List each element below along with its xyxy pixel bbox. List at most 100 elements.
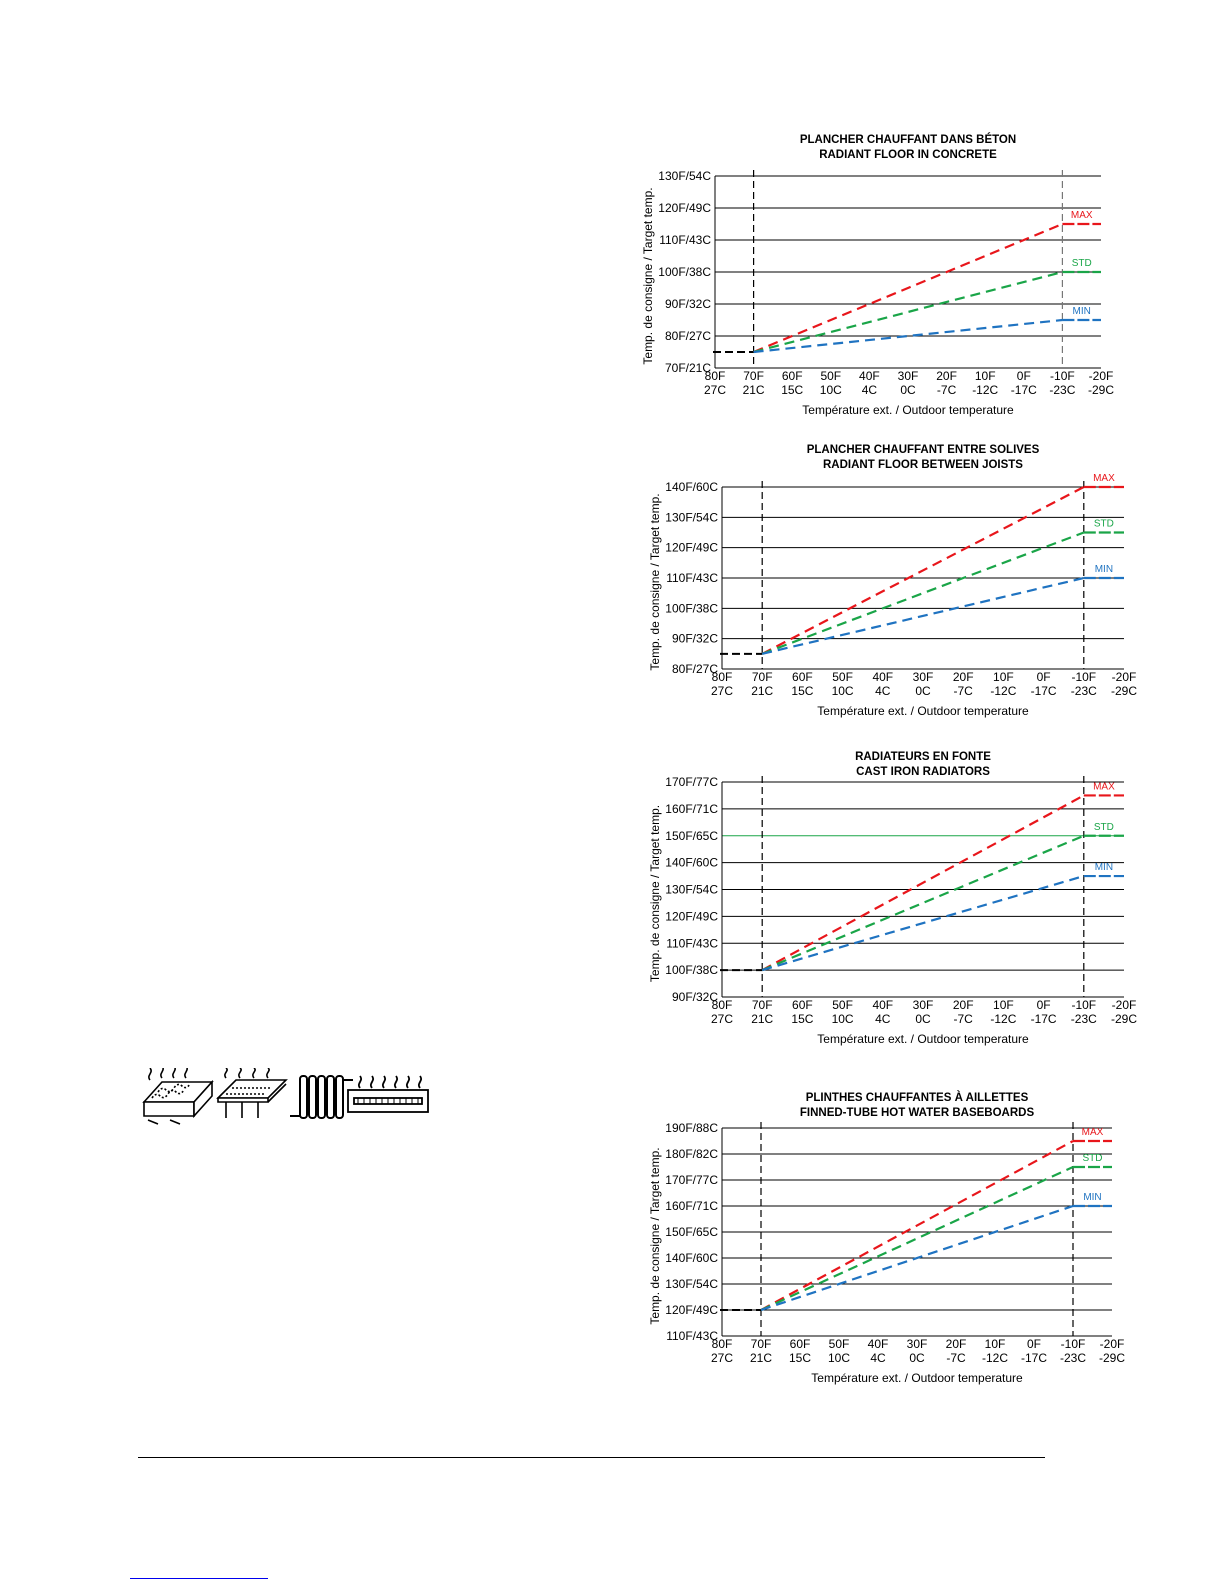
x-tick-label-c: 15C: [781, 383, 803, 397]
x-tick-label-f: 40F: [872, 670, 893, 684]
series-label-std: STD: [1094, 822, 1114, 833]
x-tick-label-c: 4C: [875, 684, 891, 698]
series-line-std: [761, 531, 1085, 655]
x-tick-label-c: 21C: [751, 1012, 773, 1026]
x-tick-label-f: 50F: [820, 369, 841, 383]
series-line-max: [761, 794, 1085, 972]
footer-divider: [138, 1457, 1045, 1458]
x-tick-label-c: -12C: [990, 1012, 1016, 1026]
x-tick-label-f: 10F: [993, 670, 1014, 684]
series-line-max: [760, 1140, 1074, 1311]
x-tick-label-f: 0F: [1017, 369, 1031, 383]
x-tick-label-c: -29C: [1099, 1351, 1125, 1365]
x-tick-label-f: 50F: [832, 670, 853, 684]
series-line-std: [761, 834, 1085, 972]
x-tick-label-f: -10F: [1061, 1337, 1086, 1351]
series-label-min: MIN: [1095, 862, 1113, 873]
x-tick-label-f: 0F: [1037, 670, 1051, 684]
x-axis-label: Température ext. / Outdoor temperature: [802, 403, 1014, 417]
x-tick-label-f: 50F: [832, 998, 853, 1012]
x-tick-label-f: 10F: [985, 1337, 1006, 1351]
joist-floor-heating-icon: [216, 1067, 288, 1118]
y-tick-label: 170F/77C: [665, 1173, 718, 1187]
x-tick-label-c: -29C: [1111, 684, 1137, 698]
y-tick-label: 100F/38C: [658, 265, 711, 279]
y-tick-label: 120F/49C: [665, 1303, 718, 1317]
series-line-std: [753, 270, 1063, 354]
x-tick-label-c: 0C: [909, 1351, 925, 1365]
chart-cast-iron-radiators: RADIATEURS EN FONTE CAST IRON RADIATORS 90…: [648, 751, 1137, 1046]
x-tick-label-f: 80F: [705, 369, 726, 383]
series-label-std: STD: [1083, 1153, 1103, 1164]
x-tick-label-c: 21C: [751, 684, 773, 698]
x-tick-label-c: -7C: [937, 383, 957, 397]
y-tick-label: 110F/43C: [666, 571, 718, 585]
y-axis-label: Temp. de consigne / Target temp.: [648, 1147, 662, 1324]
x-tick-label-f: 0F: [1027, 1337, 1041, 1351]
y-tick-label: 70F/21C: [665, 361, 711, 375]
footer-link-underline: [130, 1578, 268, 1579]
x-tick-label-f: 30F: [913, 670, 934, 684]
x-tick-label-f: 40F: [872, 998, 893, 1012]
y-tick-label: 90F/32C: [672, 632, 718, 646]
x-tick-label-c: -7C: [946, 1351, 966, 1365]
series-line-max: [753, 222, 1063, 354]
x-tick-label-c: 0C: [915, 1012, 931, 1026]
x-tick-label-f: -10F: [1050, 369, 1075, 383]
x-tick-label-c: 4C: [875, 1012, 891, 1026]
y-tick-label: 170F/77C: [665, 775, 718, 789]
x-tick-label-c: -12C: [982, 1351, 1008, 1365]
y-tick-label: 140F/60C: [665, 856, 718, 870]
series-line-min: [760, 1204, 1074, 1312]
x-tick-label-c: 27C: [711, 1351, 733, 1365]
x-tick-label-f: 70F: [743, 369, 764, 383]
x-axis-label: Température ext. / Outdoor temperature: [817, 704, 1029, 718]
x-tick-label-c: 21C: [743, 383, 765, 397]
y-tick-label: 130F/54C: [665, 883, 718, 897]
baseboard-heater-icon: [347, 1075, 429, 1113]
x-tick-label-c: 10C: [832, 1012, 854, 1026]
series-line-std: [760, 1166, 1074, 1311]
y-tick-label: 110F/43C: [659, 233, 711, 247]
y-tick-label: 190F/88C: [665, 1121, 718, 1135]
x-tick-label-c: -23C: [1071, 684, 1097, 698]
x-tick-label-c: -12C: [990, 684, 1016, 698]
x-tick-label-c: -23C: [1071, 1012, 1097, 1026]
y-tick-label: 140F/60C: [665, 1251, 718, 1265]
chart-title-en: RADIANT FLOOR BETWEEN JOISTS: [823, 459, 1023, 471]
cast-iron-radiator-icon: [290, 1075, 353, 1119]
y-tick-label: 160F/71C: [665, 802, 718, 816]
x-tick-label-c: 10C: [828, 1351, 850, 1365]
chart-finned-tube-baseboards: PLINTHES CHAUFFANTES À AILLETTES FINNED-T…: [648, 1091, 1125, 1385]
x-tick-label-f: 80F: [712, 1337, 733, 1351]
x-tick-label-f: 70F: [752, 670, 773, 684]
x-tick-label-f: -10F: [1071, 670, 1096, 684]
y-tick-label: 120F/49C: [665, 909, 718, 923]
x-tick-label-c: 15C: [791, 684, 813, 698]
chart-title-fr: PLINTHES CHAUFFANTES À AILLETTES: [806, 1091, 1029, 1104]
x-tick-label-c: 10C: [832, 684, 854, 698]
x-tick-label-f: 40F: [859, 369, 880, 383]
y-tick-label: 90F/32C: [665, 297, 711, 311]
x-tick-label-c: 4C: [870, 1351, 886, 1365]
x-axis-label: Température ext. / Outdoor temperature: [811, 1371, 1023, 1385]
series-line-min: [753, 318, 1063, 354]
y-tick-label: 110F/43C: [666, 1329, 718, 1343]
x-tick-label-f: 60F: [792, 670, 813, 684]
chart-title-en: RADIANT FLOOR IN CONCRETE: [819, 149, 997, 161]
x-tick-label-f: 0F: [1037, 998, 1051, 1012]
x-axis-label: Température ext. / Outdoor temperature: [817, 1032, 1029, 1046]
x-tick-label-f: 20F: [953, 670, 974, 684]
x-tick-label-f: -20F: [1112, 670, 1137, 684]
x-tick-label-c: 4C: [862, 383, 878, 397]
x-tick-label-c: -29C: [1111, 1012, 1137, 1026]
y-tick-label: 80F/27C: [672, 662, 718, 676]
y-tick-label: 100F/38C: [665, 963, 718, 977]
x-tick-label-c: 0C: [915, 684, 931, 698]
y-tick-label: 130F/54C: [665, 510, 718, 524]
y-axis-label: Temp. de consigne / Target temp.: [641, 187, 655, 364]
series-label-max: MAX: [1071, 210, 1093, 221]
series-label-max: MAX: [1093, 781, 1115, 792]
x-tick-label-c: -17C: [1031, 684, 1057, 698]
chart-radiant-floor-concrete: PLANCHER CHAUFFANT DANS BÉTON RADIANT FLO…: [0, 0, 1225, 430]
